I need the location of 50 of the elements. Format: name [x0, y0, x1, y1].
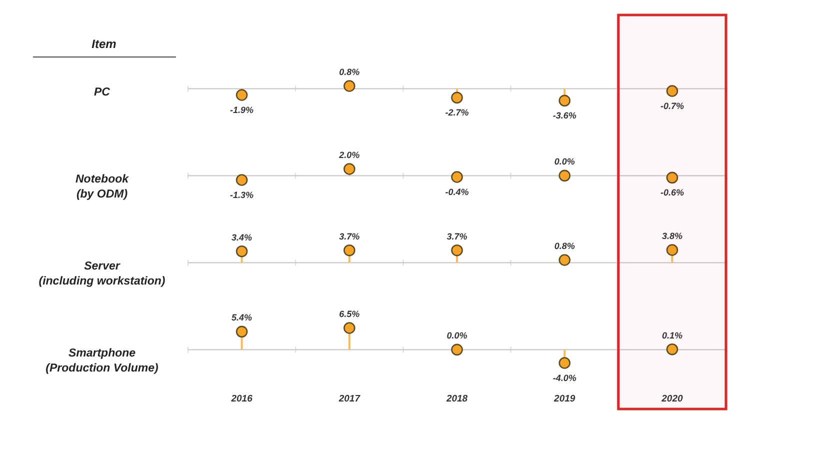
x-tick-label: 2016 [230, 394, 254, 404]
point [344, 80, 356, 92]
point [451, 171, 463, 183]
data-label: 5.4% [232, 312, 252, 323]
data-label: 0.1% [662, 330, 682, 340]
data-label: -3.6% [552, 110, 576, 121]
point [236, 89, 248, 101]
point [344, 244, 356, 256]
data-label: 0.8% [554, 241, 575, 251]
point [558, 94, 570, 107]
text: Item [92, 37, 117, 51]
y-axis-title: Smartphone (Production Volume) [46, 348, 158, 375]
x-tick-label: 2020 [660, 394, 684, 404]
point [451, 344, 463, 356]
point [344, 322, 356, 334]
point [558, 170, 570, 182]
point [666, 172, 678, 184]
data-label: -0.7% [660, 101, 684, 111]
point [236, 174, 248, 186]
data-label: -4.0% [552, 373, 576, 383]
point [451, 244, 463, 256]
data-label: -0.6% [660, 188, 684, 198]
data-label: -1.9% [230, 105, 254, 115]
x-tick-label: 2018 [445, 394, 468, 404]
point [666, 343, 678, 356]
point [666, 244, 678, 256]
point [558, 357, 570, 369]
point [236, 326, 248, 338]
data-label: 0.0% [554, 156, 575, 167]
data-label: 6.5% [339, 309, 360, 319]
point [236, 245, 248, 258]
y-axis-title: Server (including workstation) [38, 260, 166, 288]
data-label: -0.4% [445, 187, 469, 197]
data-label: 3.7% [446, 231, 468, 242]
x-tick-label: 2019 [553, 394, 576, 404]
point [558, 254, 570, 266]
data-label: 3.8% [662, 231, 682, 241]
y-axis-title: Notebook (by ODM) [75, 174, 130, 201]
data-label: 0.8% [339, 67, 360, 77]
data-label: 0.0% [446, 330, 468, 341]
data-label: 3.4% [232, 232, 252, 242]
data-label: 3.7% [339, 231, 360, 242]
x-tick-label: 2017 [338, 394, 361, 404]
data-label: 2.0% [338, 150, 360, 160]
data-label: -2.7% [445, 108, 469, 118]
point [666, 85, 678, 97]
y-axis-title: PC [94, 86, 111, 99]
data-label: -1.3% [230, 190, 254, 200]
point [344, 163, 356, 175]
point [451, 92, 463, 104]
